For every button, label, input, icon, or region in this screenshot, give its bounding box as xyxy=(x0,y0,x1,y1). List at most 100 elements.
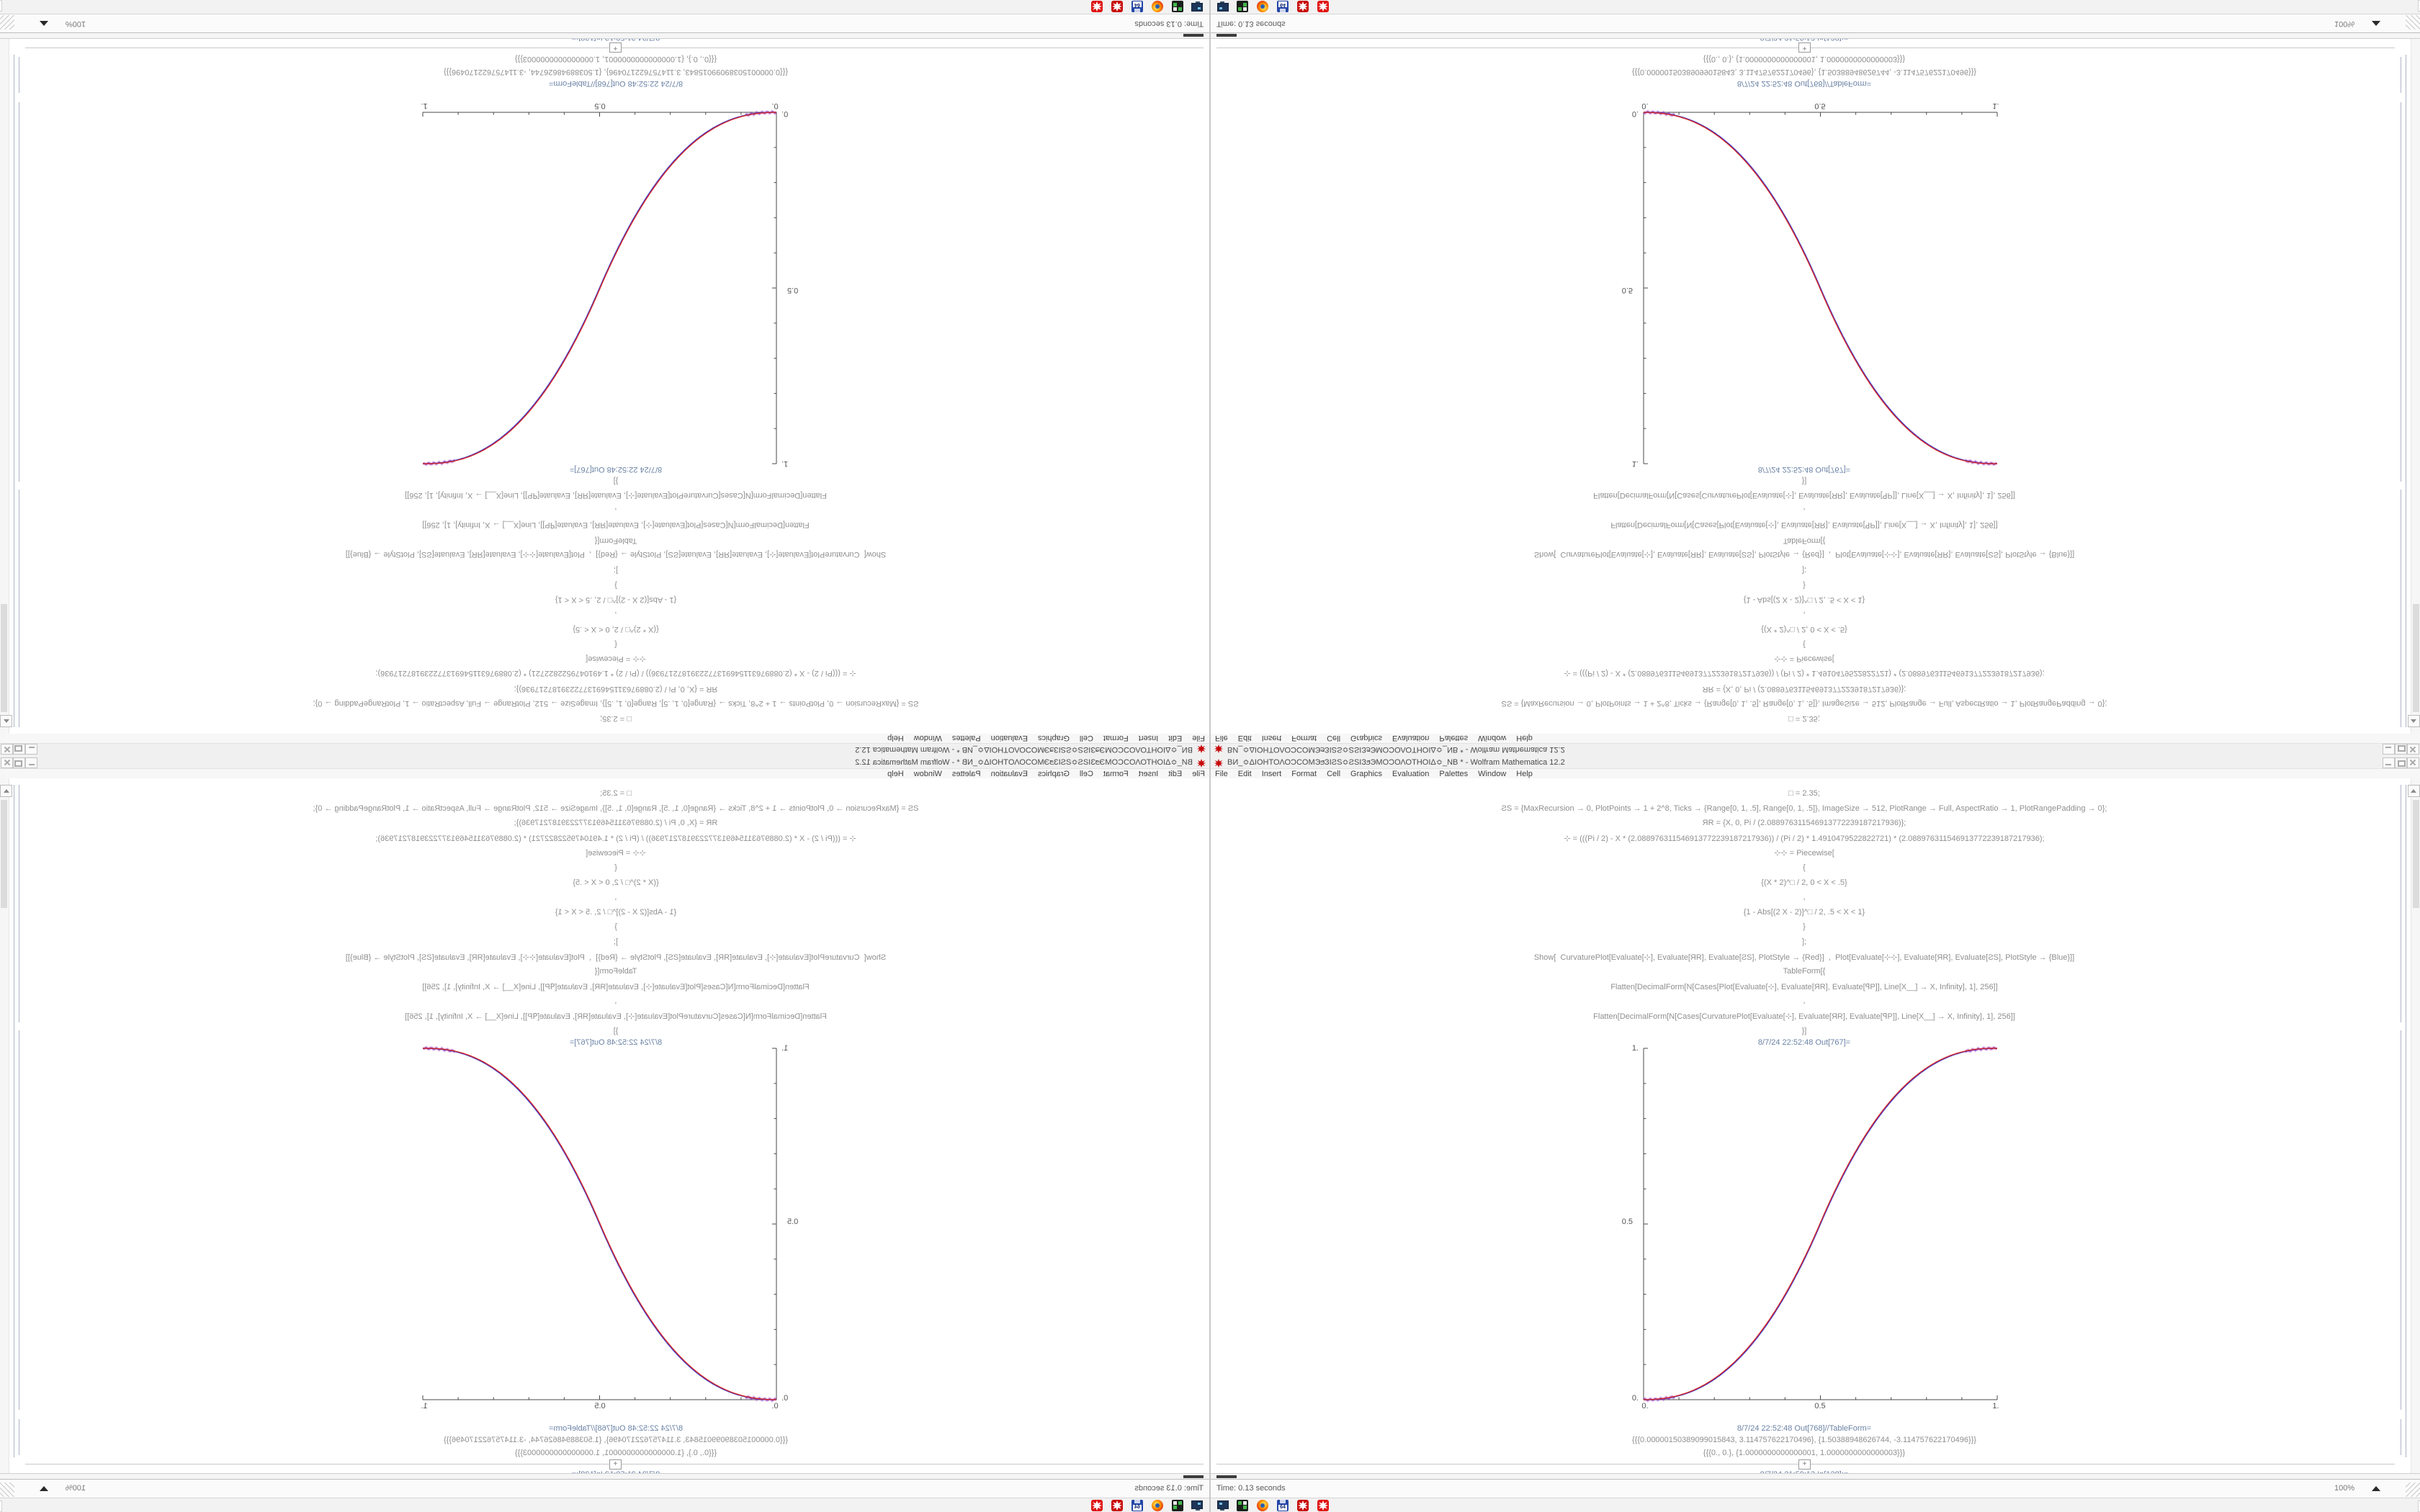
menu-item-evaluation[interactable]: Evaluation xyxy=(1392,734,1430,743)
input-cell-code[interactable]: □ = 2.35; ƧS = {MaxRecursion → 0, PlotPo… xyxy=(1211,789,2398,1041)
window-titlebar[interactable]: ВИ_≎ΔΙΟΗΤΟΛΟϽCOMЭϧЗΙƧS≎ƧSΙЗϧЭMOϽΟΛΟΤΗΟΙΔ… xyxy=(1211,756,2420,769)
firefox-icon[interactable] xyxy=(1257,1,1268,12)
menu-item-graphics[interactable]: Graphics xyxy=(1037,769,1070,778)
mathematica-taskbar-icon[interactable] xyxy=(1317,1500,1329,1511)
package-manager-icon[interactable] xyxy=(1237,1,1248,12)
tray-expand-chevron-icon[interactable] xyxy=(0,1500,2,1512)
package-manager-icon[interactable] xyxy=(1172,1500,1183,1511)
notebook-area[interactable]: □ = 2.35; ƧS = {MaxRecursion → 0, PlotPo… xyxy=(0,778,1209,1479)
firefox-icon[interactable] xyxy=(1152,1,1163,12)
firefox-icon[interactable] xyxy=(1257,1500,1268,1511)
menu-item-evaluation[interactable]: Evaluation xyxy=(990,734,1028,743)
horizontal-scrollbar[interactable] xyxy=(1211,32,2420,39)
menu-item-insert[interactable]: Insert xyxy=(1138,734,1159,743)
vertical-scrollbar-thumb[interactable] xyxy=(2413,604,2419,712)
horizontal-scrollbar-thumb[interactable] xyxy=(1183,1475,1204,1478)
menu-item-file[interactable]: File xyxy=(1192,769,1205,778)
window-resize-grip[interactable] xyxy=(2406,15,2420,30)
display-settings-icon[interactable] xyxy=(1191,1,1204,12)
scroll-up-arrow-button[interactable] xyxy=(0,785,12,797)
menu-item-insert[interactable]: Insert xyxy=(1138,769,1159,778)
zoom-level-value[interactable]: 100% xyxy=(2334,19,2355,28)
vertical-scrollbar[interactable] xyxy=(2411,778,2420,1473)
window-maximize-button[interactable] xyxy=(2395,757,2407,768)
vertical-scrollbar-thumb[interactable] xyxy=(1,604,7,712)
package-manager-icon[interactable] xyxy=(1237,1500,1248,1511)
floppy-64-icon[interactable]: 64 xyxy=(1131,1,1143,12)
menu-item-edit[interactable]: Edit xyxy=(1168,734,1183,743)
menu-item-help[interactable]: Help xyxy=(1516,734,1533,743)
insert-cell-plus-button[interactable]: + xyxy=(609,1459,622,1470)
window-minimize-button[interactable] xyxy=(25,757,37,768)
menu-item-file[interactable]: File xyxy=(1192,734,1205,743)
window-close-button[interactable] xyxy=(2407,757,2419,768)
menu-item-insert[interactable]: Insert xyxy=(1261,769,1282,778)
zoom-level-value[interactable]: 100% xyxy=(65,19,86,28)
zoom-dropdown-icon[interactable] xyxy=(40,1486,48,1491)
window-maximize-button[interactable] xyxy=(2395,744,2407,755)
menu-item-palettes[interactable]: Palettes xyxy=(951,769,981,778)
scroll-up-arrow-button[interactable] xyxy=(0,715,12,727)
horizontal-scrollbar[interactable] xyxy=(1211,1473,2420,1480)
mathematica-taskbar-icon[interactable] xyxy=(1317,1,1329,12)
window-maximize-button[interactable] xyxy=(13,757,25,768)
menu-item-help[interactable]: Help xyxy=(887,734,904,743)
horizontal-scrollbar[interactable] xyxy=(0,32,1209,39)
menu-item-file[interactable]: File xyxy=(1215,769,1228,778)
mathematica-taskbar-icon[interactable] xyxy=(1297,1500,1309,1511)
menu-item-palettes[interactable]: Palettes xyxy=(1439,769,1469,778)
insert-cell-plus-button[interactable]: + xyxy=(1798,42,1811,53)
menu-item-window[interactable]: Window xyxy=(1478,769,1507,778)
menu-item-insert[interactable]: Insert xyxy=(1261,734,1282,743)
notebook-area[interactable]: □ = 2.35; ƧS = {MaxRecursion → 0, PlotPo… xyxy=(0,33,1209,734)
window-titlebar[interactable]: ВИ_≎ΔΙΟΗΤΟΛΟϽCOMЭϧЗΙƧS≎ƧSΙЗϧЭMOϽΟΛΟΤΗΟΙΔ… xyxy=(0,743,1209,756)
menu-item-graphics[interactable]: Graphics xyxy=(1350,734,1383,743)
mathematica-taskbar-icon[interactable] xyxy=(1111,1,1123,12)
window-close-button[interactable] xyxy=(1,744,13,755)
notebook-area[interactable]: □ = 2.35; ƧS = {MaxRecursion → 0, PlotPo… xyxy=(1211,778,2420,1479)
zoom-dropdown-icon[interactable] xyxy=(40,21,48,26)
menu-item-window[interactable]: Window xyxy=(1478,734,1507,743)
vertical-scrollbar[interactable] xyxy=(2411,39,2420,734)
menu-item-cell[interactable]: Cell xyxy=(1079,769,1093,778)
vertical-scrollbar[interactable] xyxy=(0,778,9,1473)
menu-item-evaluation[interactable]: Evaluation xyxy=(990,769,1028,778)
floppy-64-icon[interactable]: 64 xyxy=(1131,1500,1143,1511)
horizontal-scrollbar-thumb[interactable] xyxy=(1216,1475,1237,1478)
menu-item-edit[interactable]: Edit xyxy=(1168,769,1183,778)
mathematica-taskbar-icon[interactable] xyxy=(1111,1500,1123,1511)
menu-item-graphics[interactable]: Graphics xyxy=(1350,769,1383,778)
notebook-area[interactable]: □ = 2.35; ƧS = {MaxRecursion → 0, PlotPo… xyxy=(1211,33,2420,734)
window-titlebar[interactable]: ВИ_≎ΔΙΟΗΤΟΛΟϽCOMЭϧЗΙƧS≎ƧSΙЗϧЭMOϽΟΛΟΤΗΟΙΔ… xyxy=(0,756,1209,769)
mathematica-taskbar-icon[interactable] xyxy=(1297,1,1309,12)
scroll-up-arrow-button[interactable] xyxy=(2408,715,2420,727)
floppy-64-icon[interactable]: 64 xyxy=(1277,1500,1289,1511)
firefox-icon[interactable] xyxy=(1152,1500,1163,1511)
menu-item-format[interactable]: Format xyxy=(1291,769,1317,778)
package-manager-icon[interactable] xyxy=(1172,1,1183,12)
display-settings-icon[interactable] xyxy=(1216,1500,1229,1511)
menu-item-format[interactable]: Format xyxy=(1291,734,1317,743)
input-cell-code[interactable]: □ = 2.35; ƧS = {MaxRecursion → 0, PlotPo… xyxy=(22,471,1209,724)
window-minimize-button[interactable] xyxy=(25,744,37,755)
window-minimize-button[interactable] xyxy=(2383,757,2395,768)
input-cell-code[interactable]: □ = 2.35; ƧS = {MaxRecursion → 0, PlotPo… xyxy=(22,789,1209,1041)
horizontal-scrollbar-thumb[interactable] xyxy=(1216,34,1237,37)
menu-item-palettes[interactable]: Palettes xyxy=(951,734,981,743)
window-resize-grip[interactable] xyxy=(0,1482,14,1497)
window-close-button[interactable] xyxy=(2407,744,2419,755)
menu-item-window[interactable]: Window xyxy=(913,769,942,778)
insert-cell-plus-button[interactable]: + xyxy=(609,42,622,53)
window-maximize-button[interactable] xyxy=(13,744,25,755)
zoom-level-value[interactable]: 100% xyxy=(2334,1484,2355,1493)
mathematica-taskbar-icon[interactable] xyxy=(1091,1,1103,12)
menu-item-cell[interactable]: Cell xyxy=(1079,734,1093,743)
menu-item-evaluation[interactable]: Evaluation xyxy=(1392,769,1430,778)
vertical-scrollbar-thumb[interactable] xyxy=(1,800,7,908)
menu-item-cell[interactable]: Cell xyxy=(1327,734,1341,743)
window-titlebar[interactable]: ВИ_≎ΔΙΟΗΤΟΛΟϽCOMЭϧЗΙƧS≎ƧSΙЗϧЭMOϽΟΛΟΤΗΟΙΔ… xyxy=(1211,743,2420,756)
vertical-scrollbar[interactable] xyxy=(0,39,9,734)
insert-cell-plus-button[interactable]: + xyxy=(1798,1459,1811,1470)
zoom-dropdown-icon[interactable] xyxy=(2372,21,2380,26)
menu-item-format[interactable]: Format xyxy=(1103,769,1129,778)
